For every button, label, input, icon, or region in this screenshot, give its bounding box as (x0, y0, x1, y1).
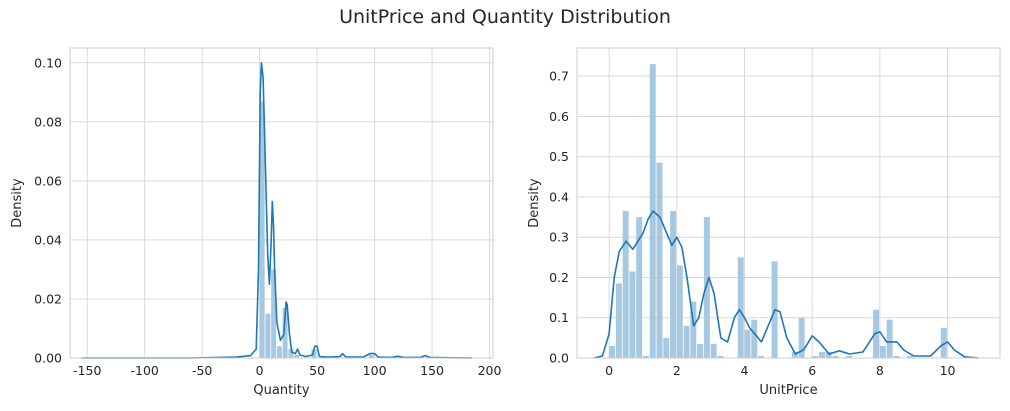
quantity-histogram-bar (288, 349, 294, 358)
unitprice-histogram-bar (656, 162, 663, 358)
unitprice-histogram-bar (710, 343, 717, 358)
unitprice-histogram-bar (812, 355, 819, 358)
unitprice-kde-line (593, 210, 979, 359)
unitprice-y-tick-label: 0.7 (549, 69, 569, 84)
unitprice-histogram-bar (798, 317, 805, 358)
unitprice-histogram-bar (906, 355, 913, 358)
unitprice-y-tick-label: 0.4 (549, 189, 569, 204)
quantity-histogram-bar (265, 313, 271, 358)
quantity-x-tick-label: -150 (73, 363, 101, 378)
unitprice-histogram-bar (615, 283, 622, 358)
quantity-y-tick-label: 0.06 (34, 173, 62, 188)
unitprice-histogram-bar (879, 345, 886, 358)
unitprice-histogram-bar (670, 211, 677, 358)
unitprice-histogram-bar (893, 355, 900, 358)
quantity-x-tick-label: 150 (420, 363, 444, 378)
unitprice-histogram-bar (676, 265, 683, 358)
unitprice-histogram-bar (886, 319, 893, 358)
quantity-x-tick-label: 0 (256, 363, 264, 378)
quantity-histogram-bar (311, 349, 317, 358)
unitprice-histogram-bar (609, 345, 616, 358)
quantity-x-tick-label: 50 (309, 363, 325, 378)
quantity-x-tick-label: -100 (131, 363, 159, 378)
quantity-histogram-bar (271, 269, 277, 358)
unitprice-histogram-bar (642, 355, 649, 358)
unitprice-histogram-bar (717, 355, 724, 358)
quantity-histogram-bar (276, 346, 282, 358)
quantity-x-tick-label: 100 (363, 363, 387, 378)
unitprice-histogram-bar (791, 351, 798, 358)
quantity-x-tick-label: 200 (478, 363, 502, 378)
unitprice-histogram-bar (636, 217, 643, 358)
unitprice-x-tick-label: 6 (808, 363, 816, 378)
unitprice-histogram-bar (825, 351, 832, 358)
quantity-kde-line (81, 61, 473, 359)
quantity-y-axis-label: Density (10, 178, 25, 228)
unitprice-histogram-bar (846, 355, 852, 358)
unitprice-density-chart: 0 2 4 6 8 10 0.0 0.1 0.2 0.3 0.4 0.5 0.6 0.7 UnitPrice… (527, 47, 1001, 398)
unitprice-histogram-bar (818, 351, 825, 358)
quantity-y-tick-label: 0.08 (34, 114, 62, 129)
unitprice-y-axis-label: Density (527, 178, 542, 228)
unitprice-histogram-bar (697, 343, 704, 358)
unitprice-y-tick-label: 0.1 (549, 310, 569, 325)
unitprice-x-tick-label: 2 (673, 363, 681, 378)
quantity-histogram-bar (368, 355, 374, 358)
unitprice-histogram-bar (940, 327, 947, 358)
quantity-x-axis-label: Quantity (253, 383, 309, 398)
quantity-y-tick-label: 0.10 (34, 55, 62, 70)
unitprice-histogram-bar (737, 257, 744, 358)
unitprice-histogram-bar (629, 271, 636, 358)
unitprice-y-tick-label: 0.5 (549, 149, 569, 164)
unitprice-histogram-bar (690, 301, 697, 358)
unitprice-x-tick-label: 4 (741, 363, 749, 378)
unitprice-histogram-bar (622, 211, 629, 358)
unitprice-histogram-bar (744, 329, 751, 358)
quantity-histogram-bar (294, 355, 300, 358)
unitprice-y-tick-label: 0.6 (549, 109, 569, 124)
unitprice-x-axis-label: UnitPrice (759, 383, 817, 398)
unitprice-x-tick-label: 0 (605, 363, 613, 378)
quantity-axes-frame (69, 47, 494, 359)
unitprice-y-tick-label: 0.0 (549, 351, 569, 366)
quantity-histogram-bar (259, 101, 265, 359)
unitprice-histogram-bar (751, 319, 758, 358)
unitprice-histogram-bar (832, 355, 839, 358)
unitprice-histogram-bar (683, 325, 690, 358)
quantity-x-tick-label: -50 (192, 363, 212, 378)
unitprice-histogram-bar (703, 217, 710, 358)
figure-title: UnitPrice and Quantity Distribution (339, 6, 671, 28)
unitprice-y-tick-label: 0.2 (549, 270, 569, 285)
unitprice-axes-frame (576, 47, 1001, 359)
unitprice-histogram-bar (758, 355, 765, 358)
quantity-histogram-bar (282, 307, 288, 358)
quantity-density-chart: -150 -100 -50 0 50 100 150 200 0.00 0.02 0.04 0.06 0… (10, 47, 502, 398)
quantity-y-tick-label: 0.00 (34, 351, 62, 366)
unitprice-x-tick-label: 10 (940, 363, 956, 378)
quantity-y-tick-label: 0.02 (34, 291, 62, 306)
unitprice-y-tick-label: 0.3 (549, 230, 569, 245)
unitprice-histogram-bar (663, 337, 670, 358)
unitprice-x-tick-label: 8 (876, 363, 884, 378)
quantity-y-tick-label: 0.04 (34, 232, 62, 247)
